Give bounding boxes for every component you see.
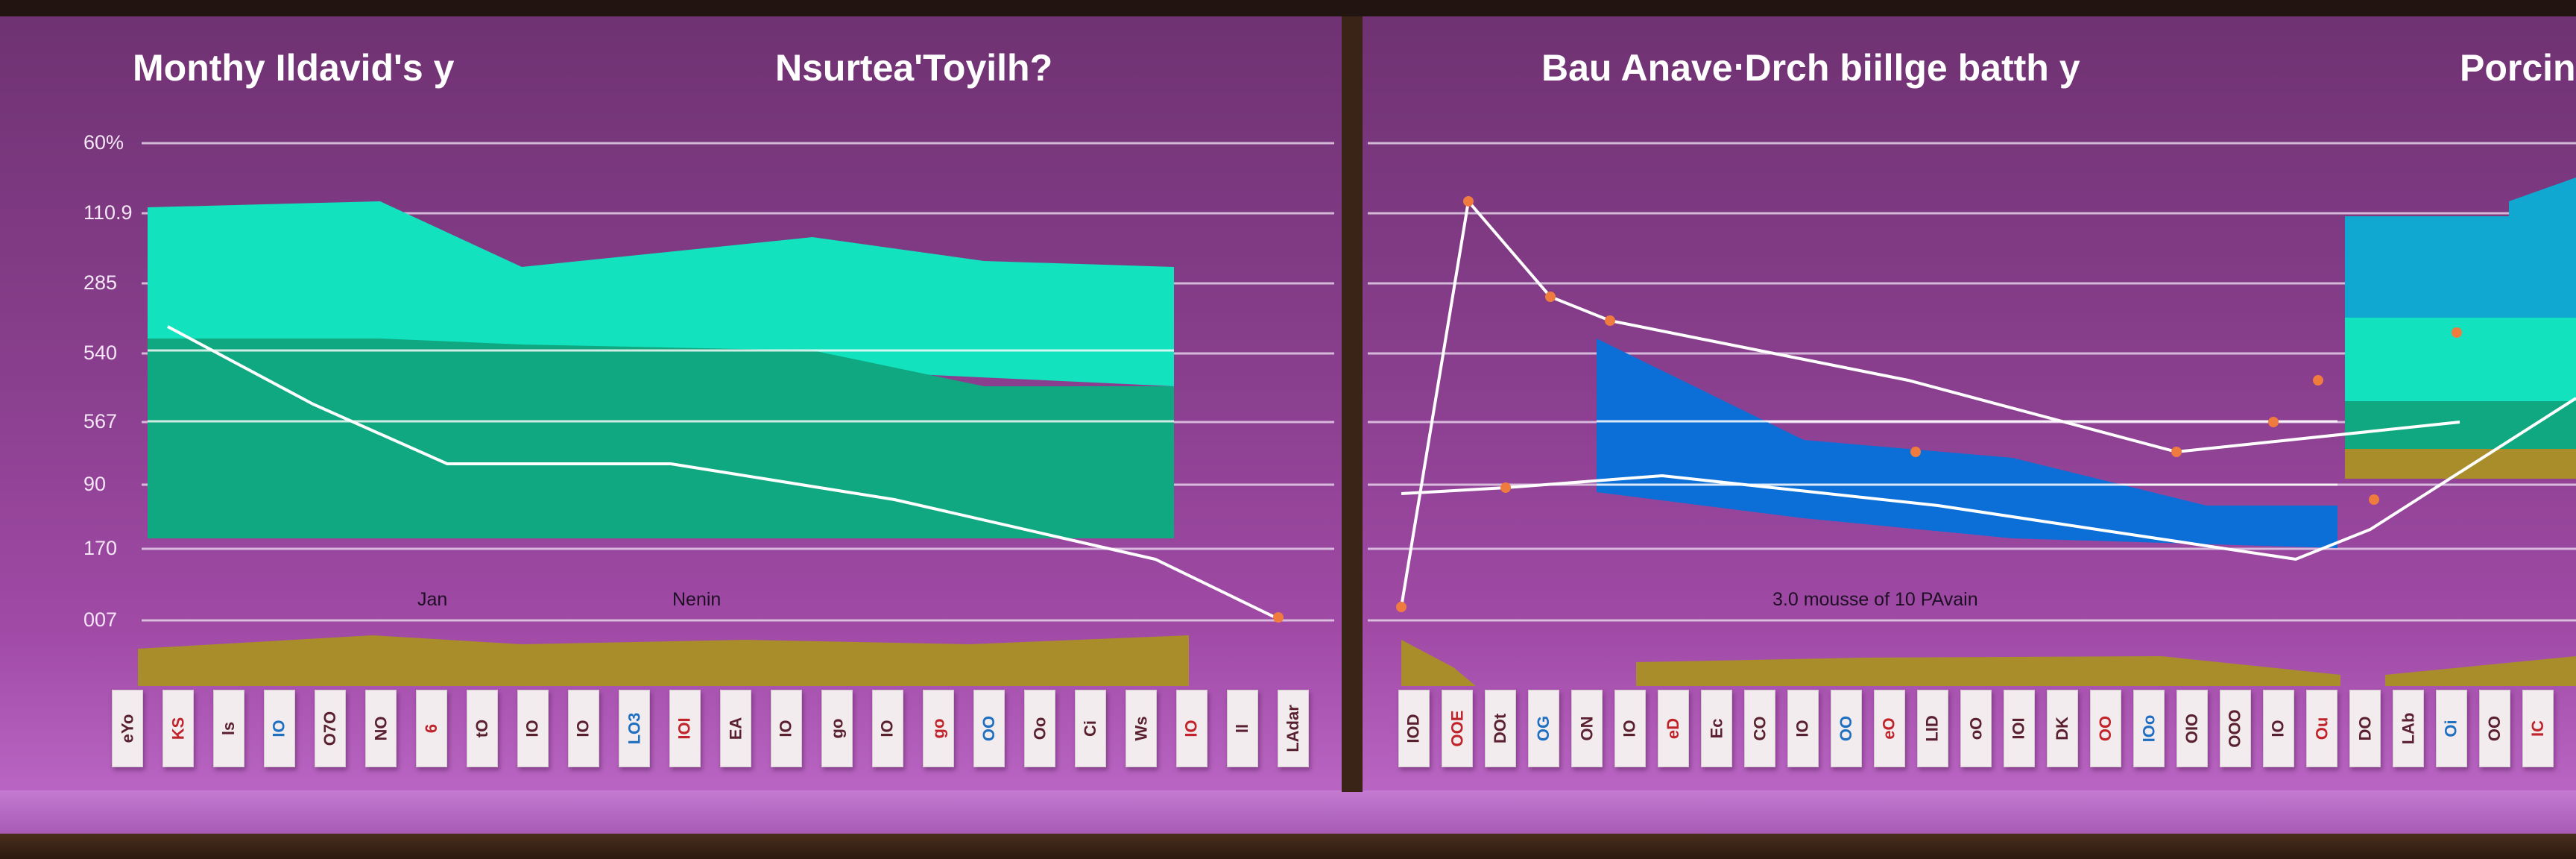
y-tick-label: 60% xyxy=(83,131,124,154)
data-point xyxy=(1605,315,1615,326)
data-point xyxy=(1545,292,1556,302)
left-chart-subtitle: Nsurtea'Toyilh? xyxy=(775,47,1053,89)
right-chart-title: Bau Anave‧Drch biillge batth y xyxy=(1541,47,2080,89)
y-tick-label: 540 xyxy=(83,342,118,364)
data-point xyxy=(1463,196,1474,207)
frame-bottom-bar xyxy=(0,834,2576,859)
data-point xyxy=(2369,494,2379,505)
right-chart-annotation: 3.0 mousse of 10 PAvain xyxy=(1772,589,1978,610)
bottom-band xyxy=(138,635,1189,686)
data-point xyxy=(1500,482,1511,493)
line-series xyxy=(167,325,1279,620)
y-tick-label: 567 xyxy=(83,410,118,432)
bottom-band xyxy=(1401,640,1476,686)
card-shelf xyxy=(0,790,2576,834)
blue-area xyxy=(1597,339,2337,548)
data-point xyxy=(1396,602,1407,612)
y-tick-label: 110.9 xyxy=(83,201,133,224)
data-point xyxy=(1273,612,1284,623)
frame-top-bar xyxy=(0,0,2576,16)
y-tick-label: 90 xyxy=(83,473,107,495)
data-point xyxy=(1910,447,1921,457)
left-chart-title: Monthy Ildavid's y xyxy=(133,47,455,89)
panel-divider xyxy=(1342,16,1363,792)
y-tick-label: 170 xyxy=(83,537,118,559)
data-point xyxy=(2171,447,2182,457)
data-point xyxy=(2452,327,2462,338)
bottom-band xyxy=(1636,656,2340,686)
bottom-band xyxy=(2385,656,2576,686)
area-series-2 xyxy=(148,339,1174,538)
stacked-block xyxy=(2345,449,2576,479)
data-point xyxy=(2313,375,2323,386)
stacked-block xyxy=(2509,177,2576,224)
data-point xyxy=(2268,417,2279,427)
y-tick-label: 285 xyxy=(83,271,118,294)
stacked-block xyxy=(2345,401,2576,449)
x-tick-label: Jan xyxy=(417,589,448,610)
y-tick-label: 007 xyxy=(83,608,118,631)
x-tick-label: Nenin xyxy=(672,589,722,610)
right-chart-subtitle: Porcin xyxy=(2460,47,2576,89)
stacked-block xyxy=(2345,216,2576,318)
